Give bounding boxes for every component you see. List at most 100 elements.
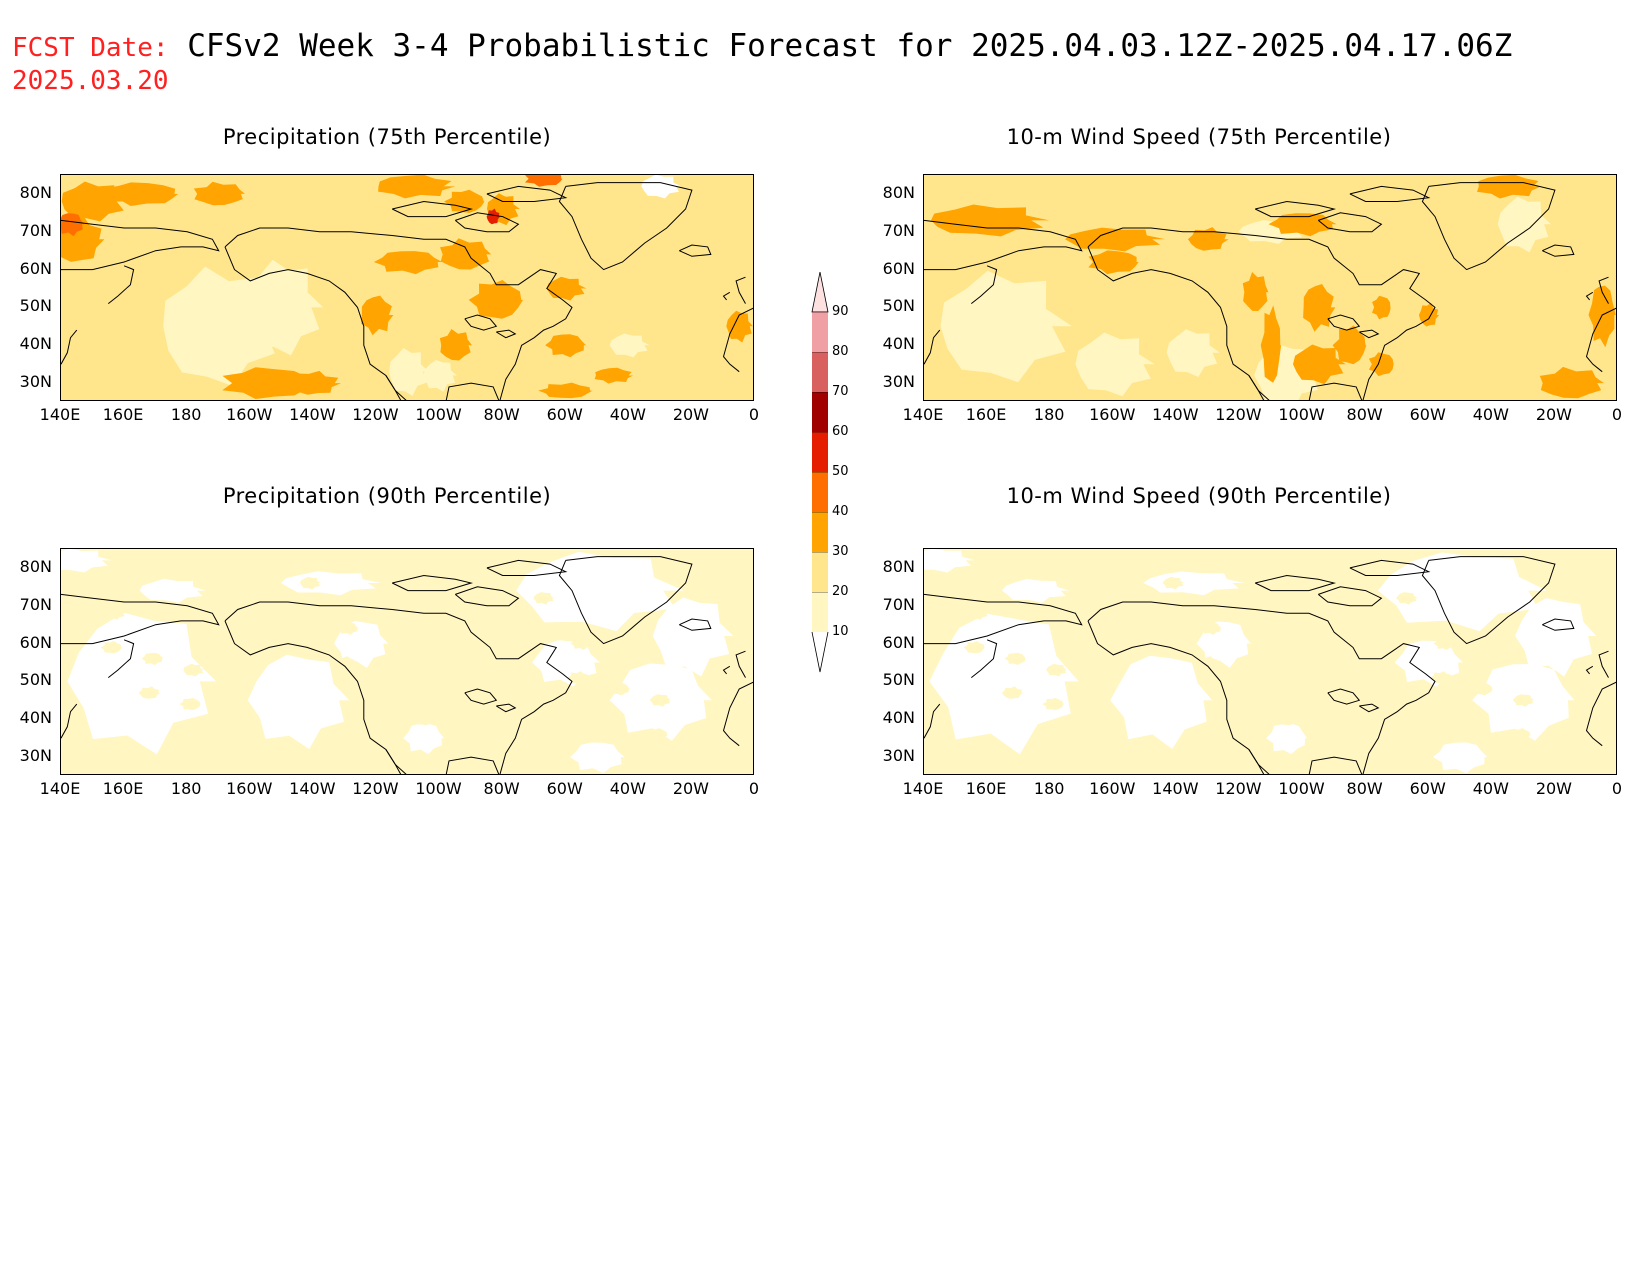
map-field — [924, 175, 1616, 400]
map-probability-region — [454, 724, 476, 737]
lon-tick-label: 160W — [1089, 405, 1136, 424]
map-shade-region — [940, 270, 1072, 383]
map-probability-region — [545, 334, 586, 358]
map-field — [924, 549, 1616, 774]
coastline — [1248, 375, 1265, 400]
coastline — [558, 556, 693, 645]
lon-tick-label: 100W — [415, 405, 462, 424]
map-probability-region — [1242, 272, 1269, 311]
colorbar-segment — [812, 472, 828, 512]
map-probability-region — [220, 709, 243, 722]
map-shade-region — [1497, 196, 1552, 253]
map-probability-region — [1509, 728, 1531, 741]
lat-tick-label: 70N — [882, 220, 915, 240]
map-probability-region — [1550, 739, 1572, 753]
map-shade-region — [1075, 332, 1155, 397]
map-probability-region — [608, 682, 630, 696]
map-probability-region — [450, 569, 473, 582]
coastline — [486, 559, 568, 576]
coastline — [970, 639, 998, 678]
lon-tick-label: 140W — [289, 405, 336, 424]
coastline — [1421, 182, 1556, 271]
lon-tick-label: 60W — [546, 405, 583, 424]
map-shade-region — [244, 259, 324, 356]
lon-tick-label: 140E — [39, 405, 81, 424]
coastline — [924, 219, 1083, 271]
map-probability-region — [1430, 671, 1453, 684]
lon-tick-label: 120W — [352, 779, 399, 798]
lon-tick-label: 160W — [226, 779, 273, 798]
map-probability-region — [594, 367, 634, 384]
map-shade-region — [516, 551, 684, 632]
lat-tick-label: 60N — [882, 632, 915, 652]
lon-tick-label: 0 — [1611, 779, 1623, 798]
coastline — [1317, 212, 1383, 233]
coastline — [224, 601, 573, 774]
colorbar-level-label: 60 — [832, 424, 849, 439]
map-probability-region — [1080, 743, 1102, 756]
map-probability-region — [687, 740, 709, 753]
coastline — [385, 375, 402, 400]
lon-tick-label: 180 — [1033, 779, 1065, 798]
map-probability-region — [1372, 295, 1391, 320]
lon-tick-label: 100W — [1278, 405, 1325, 424]
map-probability-region — [179, 698, 201, 711]
map-field — [61, 175, 753, 400]
map-probability-region — [440, 238, 492, 270]
lon-tick-label: 140W — [289, 779, 336, 798]
map-shade-region — [609, 333, 650, 358]
map-probability-region — [538, 382, 593, 399]
map-probability-region — [138, 686, 161, 699]
map-probability-region — [1088, 250, 1139, 275]
map-shade-region — [652, 597, 734, 677]
map-shade-region — [280, 571, 382, 596]
lon-tick-label: 100W — [415, 779, 462, 798]
map-probability-region — [1083, 709, 1106, 722]
lat-tick-label: 60N — [19, 632, 52, 652]
map-shade-region — [423, 360, 457, 392]
coastline — [924, 329, 941, 365]
map-shade-region — [641, 175, 682, 199]
map-probability-region — [963, 641, 986, 654]
lon-tick-label: 120W — [1215, 779, 1262, 798]
coastline — [1248, 749, 1265, 774]
colorbar-level-label: 50 — [832, 464, 849, 479]
map-precip-75 — [60, 174, 754, 401]
lat-tick-label: 30N — [882, 372, 915, 392]
map-probability-region — [1162, 576, 1185, 590]
map-probability-region — [439, 329, 472, 361]
lon-tick-label: 180 — [170, 779, 202, 798]
lon-tick-label: 140W — [1152, 779, 1199, 798]
lat-tick-label: 70N — [19, 220, 52, 240]
coastline — [1585, 307, 1616, 373]
lon-tick-label: 120W — [1215, 405, 1262, 424]
map-probability-region — [217, 743, 239, 756]
map-probability-region — [1588, 285, 1616, 348]
colorbar-top-arrow — [811, 272, 829, 313]
map-probability-region — [1433, 637, 1456, 650]
lon-tick-label: 160W — [226, 405, 273, 424]
colorbar-level-label: 70 — [832, 384, 849, 399]
lon-tick-label: 120W — [352, 405, 399, 424]
map-probability-region — [1477, 175, 1542, 199]
map-shade-region — [1110, 655, 1213, 749]
coastline — [1585, 665, 1594, 675]
coastline — [1087, 227, 1436, 400]
lat-tick-label: 40N — [882, 334, 915, 354]
map-probability-region — [929, 750, 951, 764]
map-shade-region — [389, 348, 429, 396]
coastline — [679, 244, 712, 257]
map-probability-region — [1268, 213, 1337, 237]
lon-tick-label: 20W — [672, 405, 709, 424]
colorbar-level-label: 20 — [832, 584, 849, 599]
coastline — [735, 650, 746, 678]
map-probability-region — [524, 175, 563, 187]
map-probability-region — [296, 610, 318, 624]
map-probability-region — [1046, 663, 1068, 677]
coastline — [722, 681, 753, 747]
coastline — [464, 314, 498, 331]
map-shade-region — [139, 578, 207, 603]
coastline — [1087, 601, 1436, 774]
lat-tick-label: 60N — [19, 258, 52, 278]
map-probability-region — [222, 367, 310, 399]
